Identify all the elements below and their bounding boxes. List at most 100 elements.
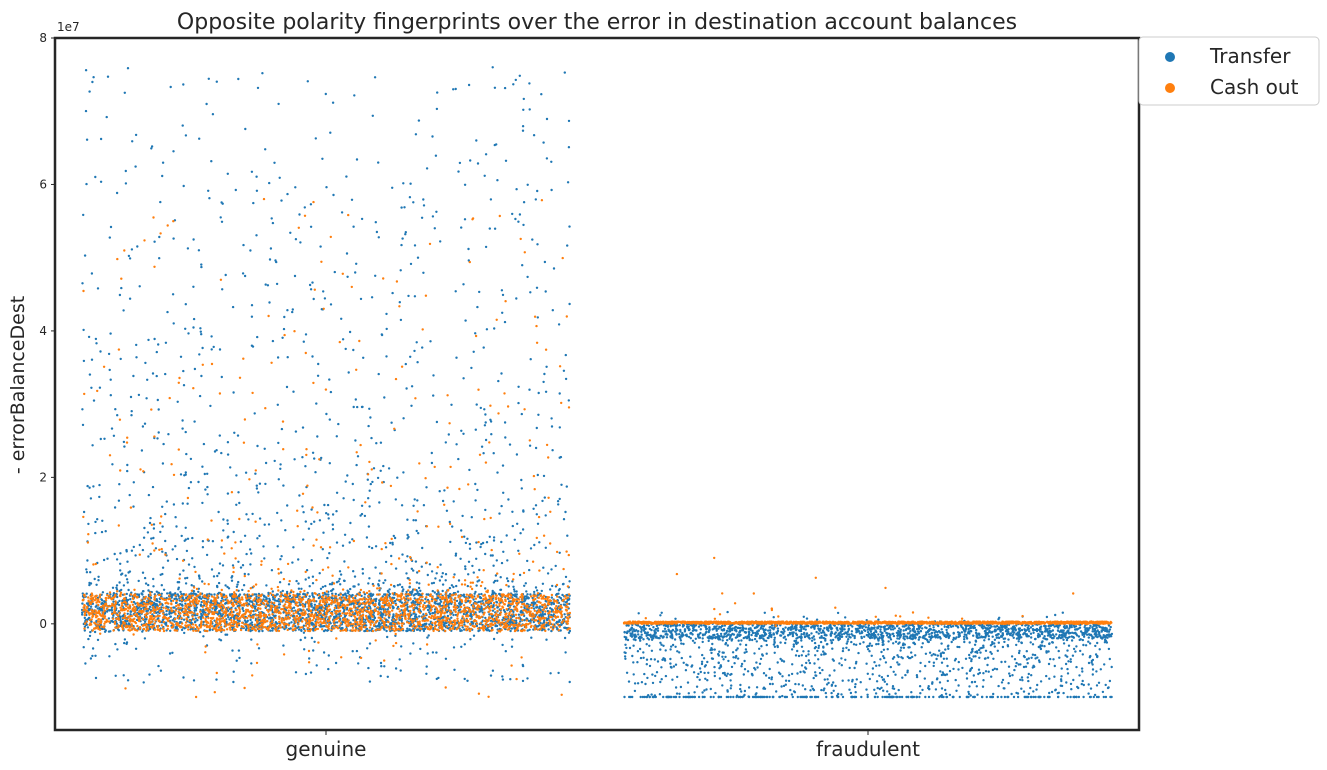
point-transfer-genuine: [329, 390, 333, 394]
point-transfer-genuine: [422, 629, 426, 633]
point-transfer-genuine: [220, 220, 224, 223]
point-transfer-genuine: [313, 520, 316, 523]
point-transfer-genuine: [431, 612, 435, 615]
point-transfer-genuine: [378, 579, 381, 582]
point-transfer-genuine: [220, 201, 223, 204]
point-transfer-fraudulent: [637, 633, 640, 636]
point-transfer-genuine: [356, 405, 359, 409]
point-transfer-fraudulent: [1041, 631, 1044, 634]
point-transfer-genuine: [394, 567, 398, 570]
point-transfer-genuine: [375, 597, 378, 601]
point-transfer-genuine: [493, 327, 496, 330]
point-transfer-genuine: [107, 352, 111, 356]
point-transfer-genuine: [457, 457, 460, 461]
point-transfer-genuine: [155, 599, 159, 602]
point-transfer-genuine: [488, 535, 491, 538]
point-transfer-genuine: [370, 296, 374, 299]
point-transfer-genuine: [492, 452, 495, 455]
point-transfer-genuine: [125, 550, 128, 553]
point-transfer-genuine: [496, 471, 499, 474]
point-transfer-genuine: [558, 619, 561, 622]
point-transfer-genuine: [355, 262, 358, 265]
point-transfer-genuine: [213, 593, 216, 596]
point-transfer-genuine: [201, 540, 205, 543]
point-transfer-genuine: [176, 400, 179, 403]
point-transfer-genuine: [564, 510, 567, 514]
point-transfer-genuine: [520, 412, 523, 416]
point-transfer-genuine: [91, 647, 95, 650]
point-transfer-genuine: [544, 595, 547, 599]
point-transfer-genuine: [350, 594, 353, 597]
point-transfer-genuine: [88, 616, 91, 620]
point-transfer-genuine: [179, 355, 183, 358]
point-transfer-genuine: [485, 328, 489, 331]
point-transfer-genuine: [535, 513, 538, 516]
point-transfer-genuine: [406, 627, 409, 630]
point-transfer-fraudulent: [860, 630, 863, 633]
point-transfer-genuine: [250, 304, 254, 307]
point-transfer-genuine: [235, 474, 238, 477]
point-transfer-genuine: [457, 170, 460, 173]
point-transfer-genuine: [297, 582, 300, 585]
point-transfer-fraudulent: [882, 625, 885, 629]
point-transfer-genuine: [482, 452, 485, 455]
point-transfer-genuine: [377, 161, 380, 164]
point-transfer-genuine: [526, 183, 529, 186]
point-transfer-genuine: [455, 443, 458, 446]
point-transfer-fraudulent: [699, 628, 702, 631]
point-transfer-genuine: [352, 225, 355, 228]
point-transfer-genuine: [535, 426, 538, 430]
point-transfer-genuine: [367, 666, 370, 670]
point-transfer-genuine: [452, 88, 455, 91]
point-transfer-genuine: [463, 183, 467, 186]
point-transfer-genuine: [406, 533, 409, 537]
point-transfer-fraudulent: [936, 631, 939, 634]
point-transfer-genuine: [543, 260, 547, 264]
point-transfer-genuine: [99, 180, 103, 183]
point-transfer-genuine: [566, 181, 570, 184]
point-transfer-genuine: [398, 583, 402, 586]
point-transfer-genuine: [179, 473, 183, 476]
point-transfer-genuine: [307, 615, 310, 618]
point-transfer-genuine: [434, 154, 438, 157]
point-transfer-genuine: [463, 595, 466, 598]
point-transfer-genuine: [81, 611, 84, 614]
point-transfer-genuine: [355, 158, 359, 161]
point-transfer-genuine: [320, 616, 323, 619]
point-transfer-genuine: [159, 200, 162, 204]
point-transfer-genuine: [91, 602, 95, 605]
point-transfer-genuine: [158, 257, 161, 260]
point-transfer-genuine: [83, 625, 87, 628]
point-transfer-genuine: [99, 350, 102, 353]
point-transfer-genuine: [202, 442, 206, 446]
point-transfer-genuine: [476, 488, 479, 492]
point-transfer-genuine: [119, 562, 122, 565]
point-transfer-genuine: [462, 283, 465, 286]
point-transfer-fraudulent: [1038, 634, 1041, 637]
point-transfer-genuine: [396, 605, 400, 609]
point-transfer-genuine: [124, 182, 128, 185]
point-transfer-genuine: [447, 594, 450, 597]
point-transfer-genuine: [184, 471, 187, 474]
point-transfer-genuine: [193, 420, 196, 423]
point-transfer-genuine: [198, 353, 201, 356]
point-transfer-genuine: [445, 509, 449, 512]
point-transfer-genuine: [143, 576, 147, 580]
point-transfer-genuine: [268, 597, 271, 600]
point-transfer-genuine: [199, 327, 202, 330]
point-transfer-genuine: [435, 677, 438, 681]
point-transfer-genuine: [485, 541, 489, 544]
point-transfer-genuine: [340, 211, 344, 214]
point-transfer-genuine: [366, 478, 369, 481]
point-transfer-genuine: [461, 626, 464, 629]
point-transfer-genuine: [224, 598, 227, 601]
point-transfer-fraudulent: [1043, 635, 1046, 638]
point-transfer-genuine: [227, 616, 230, 619]
point-transfer-genuine: [474, 428, 477, 431]
point-transfer-genuine: [505, 577, 509, 580]
point-transfer-genuine: [419, 647, 422, 651]
point-transfer-genuine: [409, 355, 412, 358]
point-transfer-genuine: [150, 145, 154, 148]
point-transfer-genuine: [409, 262, 413, 266]
point-transfer-genuine: [184, 538, 187, 541]
